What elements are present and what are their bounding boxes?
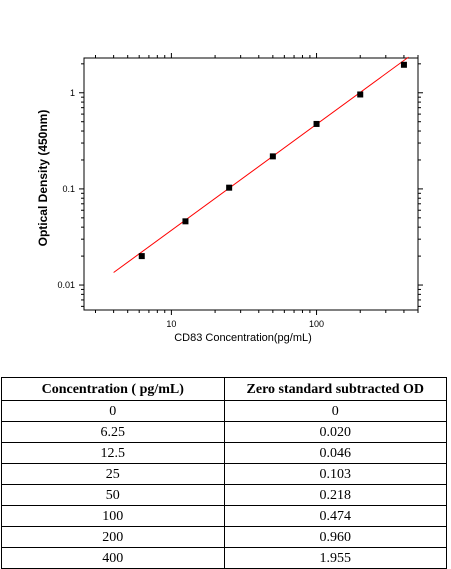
cell-od: 1.955 <box>223 547 447 569</box>
table-header-row: Concentration ( pg/mL) Zero standard sub… <box>1 377 447 401</box>
table-row: 25 0.103 <box>1 463 447 485</box>
y-tick-label: 0.1 <box>62 184 75 194</box>
table-row: 6.25 0.020 <box>1 421 447 443</box>
fit-line <box>113 56 409 273</box>
table-row: 200 0.960 <box>1 526 447 548</box>
cell-od: 0 <box>223 400 447 422</box>
axis-ticks: 10 100 0.01 0.1 1 <box>57 53 423 329</box>
cell-od: 0.218 <box>223 484 447 506</box>
cell-od: 0.103 <box>223 463 447 485</box>
plot-area-border <box>83 57 419 311</box>
cell-od: 0.020 <box>223 421 447 443</box>
x-axis-label: CD83 Concentration(pg/mL) <box>174 332 312 344</box>
y-tick-label: 0.01 <box>57 280 75 290</box>
data-point <box>226 184 233 191</box>
table-row: 12.5 0.046 <box>1 442 447 464</box>
cell-concentration: 100 <box>1 505 225 527</box>
data-point <box>313 120 320 127</box>
cell-od: 0.474 <box>223 505 447 527</box>
data-point <box>269 153 276 160</box>
cell-concentration: 0 <box>1 400 225 422</box>
data-point <box>357 91 364 98</box>
data-points <box>138 61 407 260</box>
data-point <box>138 253 145 260</box>
cell-concentration: 6.25 <box>1 421 225 443</box>
cell-concentration: 50 <box>1 484 225 506</box>
header-od: Zero standard subtracted OD <box>223 377 447 401</box>
y-tick-label: 1 <box>70 88 75 98</box>
cell-od: 0.046 <box>223 442 447 464</box>
plot-frame <box>83 57 419 311</box>
data-point <box>400 61 407 68</box>
table-row: 100 0.474 <box>1 505 447 527</box>
cell-concentration: 12.5 <box>1 442 225 464</box>
standard-curve-chart: 10 100 0.01 0.1 1 Optical Density (450nm) CD… <box>36 53 423 344</box>
fit-line-group <box>113 56 409 273</box>
data-point <box>182 218 189 225</box>
header-concentration: Concentration ( pg/mL) <box>1 377 225 401</box>
cell-concentration: 200 <box>1 526 225 548</box>
x-tick-label: 10 <box>166 319 176 329</box>
cell-concentration: 400 <box>1 547 225 569</box>
data-table: Concentration ( pg/mL) Zero standard sub… <box>1 377 447 569</box>
cell-od: 0.960 <box>223 526 447 548</box>
table-row: 50 0.218 <box>1 484 447 506</box>
cell-concentration: 25 <box>1 463 225 485</box>
table-row: 400 1.955 <box>1 547 447 569</box>
y-axis-label: Optical Density (450nm) <box>36 110 50 247</box>
x-tick-label: 100 <box>309 319 324 329</box>
